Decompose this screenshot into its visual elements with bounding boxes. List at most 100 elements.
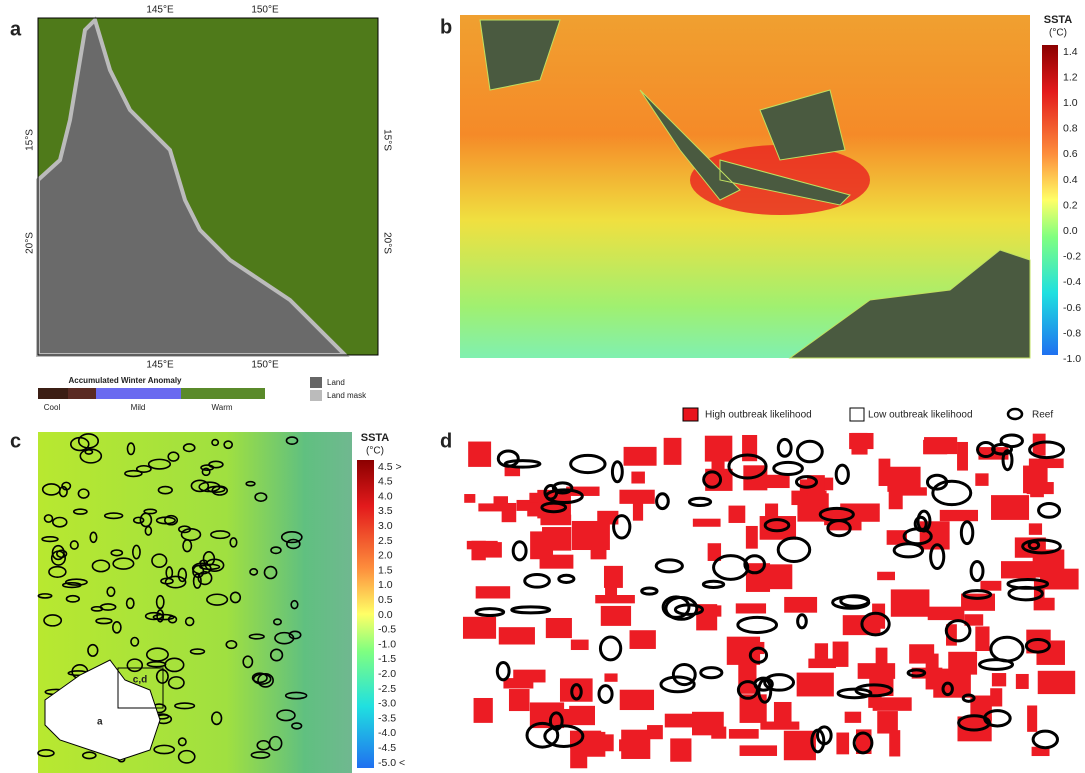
high-likelihood: [566, 486, 600, 496]
land-swatch: [310, 377, 322, 388]
reef: [284, 691, 308, 700]
reef: [192, 573, 202, 589]
reef: [836, 687, 873, 700]
high-likelihood: [542, 527, 572, 551]
reef: [61, 581, 82, 589]
reef: [177, 749, 196, 764]
high-likelihood: [1015, 673, 1029, 689]
reef: [763, 673, 796, 692]
reef: [286, 538, 301, 550]
high-likelihood: [493, 496, 509, 509]
reef: [540, 501, 568, 514]
legend-label: Low outbreak likelihood: [868, 410, 973, 421]
reef: [810, 728, 826, 754]
high-likelihood: [877, 571, 896, 581]
reef: [959, 520, 975, 546]
reef: [569, 453, 607, 475]
reef: [757, 678, 773, 704]
colorbar-tick: 0.4: [1063, 174, 1078, 186]
reef: [174, 702, 196, 710]
high-likelihood: [462, 616, 497, 639]
high-likelihood: [832, 641, 849, 667]
high-likelihood: [663, 437, 682, 465]
reef: [126, 442, 136, 456]
colorbar-tick: -4.0: [378, 727, 396, 739]
high-likelihood: [875, 647, 888, 676]
high-likelihood: [1033, 597, 1055, 611]
high-likelihood: [707, 543, 722, 561]
reef: [157, 485, 173, 495]
high-likelihood: [1033, 579, 1045, 607]
reef: [87, 643, 99, 657]
high-likelihood: [468, 441, 492, 467]
high-likelihood: [890, 589, 930, 617]
colorbar-tick: 0.8: [1063, 123, 1078, 135]
reef: [285, 436, 299, 445]
reef: [263, 565, 278, 580]
reef: [702, 470, 723, 489]
high-likelihood: [569, 705, 595, 726]
reef: [72, 508, 88, 515]
high-likelihood: [503, 678, 534, 689]
tick: 15°S: [25, 129, 36, 151]
colorbar-tick: 4.5 >: [378, 461, 402, 473]
high-likelihood: [964, 614, 984, 626]
legend-label: Land mask: [327, 391, 367, 400]
reef: [164, 514, 179, 526]
high-likelihood: [925, 667, 937, 690]
reef: [503, 459, 542, 469]
legend-label: Reef: [1032, 410, 1053, 421]
reef: [50, 550, 66, 566]
reef: [544, 488, 584, 505]
high-likelihood: [605, 586, 618, 598]
reef: [242, 655, 254, 669]
high-likelihood: [1028, 458, 1064, 469]
colorbar-tick: 1.0: [1063, 97, 1078, 109]
colorbar-tick: -1.0: [378, 638, 396, 650]
high-likelihood: [957, 441, 968, 471]
reef: [991, 442, 1013, 456]
reef: [256, 739, 271, 751]
high-likelihood: [895, 487, 927, 496]
high-likelihood: [550, 623, 565, 633]
reef: [155, 668, 169, 684]
reef: [155, 516, 176, 525]
reef: [77, 433, 99, 449]
high-likelihood: [1026, 482, 1054, 495]
high-likelihood: [735, 603, 767, 614]
high-likelihood: [475, 586, 511, 599]
high-likelihood: [619, 689, 655, 711]
reef: [962, 589, 993, 600]
colorbar-tick: 3.5: [378, 505, 393, 517]
colorbar-unit: (°C): [366, 446, 384, 457]
inset-label: a: [97, 717, 103, 728]
high-likelihood: [539, 554, 574, 569]
reef: [177, 737, 187, 747]
colorbar-tick: 2.0: [378, 550, 393, 562]
reef: [177, 567, 188, 583]
reef: [989, 635, 1025, 663]
colorbar-tick: -0.8: [1063, 327, 1081, 339]
high-likelihood: [773, 701, 792, 724]
high-likelihood: [878, 458, 891, 486]
reef: [598, 635, 623, 662]
reef: [969, 560, 985, 583]
panel-label: b: [440, 16, 452, 38]
colorbar-tick: -0.6: [1063, 302, 1081, 314]
reef: [1028, 440, 1066, 460]
reef: [132, 516, 145, 524]
reef: [570, 683, 583, 701]
high-likelihood: [886, 530, 907, 545]
tick: 145°E: [146, 360, 174, 371]
inset-box: [117, 667, 164, 709]
reef: [687, 496, 713, 507]
reef: [145, 647, 169, 662]
labels: a 145°E 150°E 145°E 150°E 15°S 20°S 15°S…: [10, 5, 1081, 769]
high-likelihood: [909, 644, 935, 664]
reef: [776, 437, 793, 458]
colorbar-tick: 3.0: [378, 520, 393, 532]
reef: [51, 544, 65, 561]
reef: [776, 536, 812, 563]
high-likelihood: [647, 725, 663, 740]
panel-label: d: [440, 430, 452, 452]
